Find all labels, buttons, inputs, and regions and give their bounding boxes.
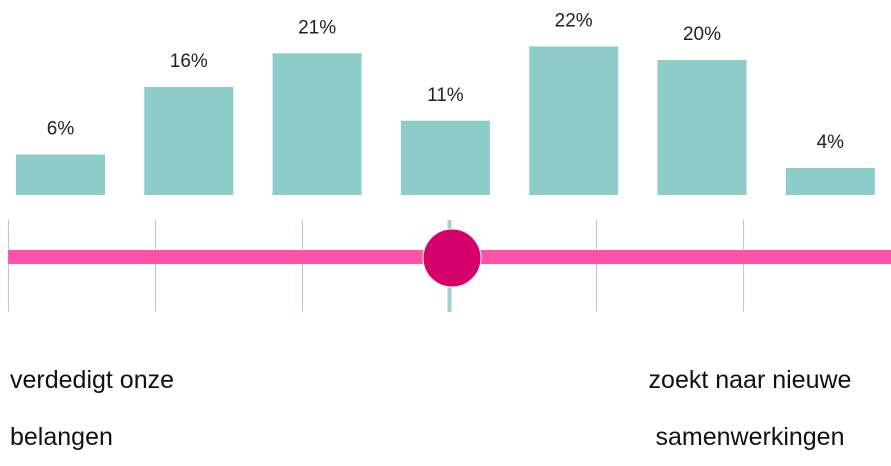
bar: [16, 154, 105, 195]
chart: 6% 16% 21% 11% 22% 20% 4%: [8, 11, 891, 312]
page: {"chart_data": {"type": "bar", "values":…: [8, 10, 891, 451]
slider-ticks: [8, 220, 744, 312]
bar: [400, 120, 490, 195]
data-label: 22%: [555, 11, 593, 32]
data-label: 16%: [170, 51, 208, 72]
bar: [657, 60, 747, 195]
data-label: 20%: [683, 24, 721, 45]
bar: [529, 46, 619, 195]
left-label: verdedigt onze belangen: [10, 366, 175, 451]
data-label: 11%: [427, 85, 464, 106]
bar: [272, 53, 362, 195]
data-label: 21%: [298, 17, 336, 38]
data-label: 4%: [817, 132, 845, 153]
bar: [144, 87, 234, 195]
data-label: 6%: [47, 119, 75, 140]
bar: [785, 168, 875, 195]
right-label: zoekt naar nieuwe samenwerkingen: [648, 366, 852, 451]
slider-thumb[interactable]: [422, 228, 482, 288]
